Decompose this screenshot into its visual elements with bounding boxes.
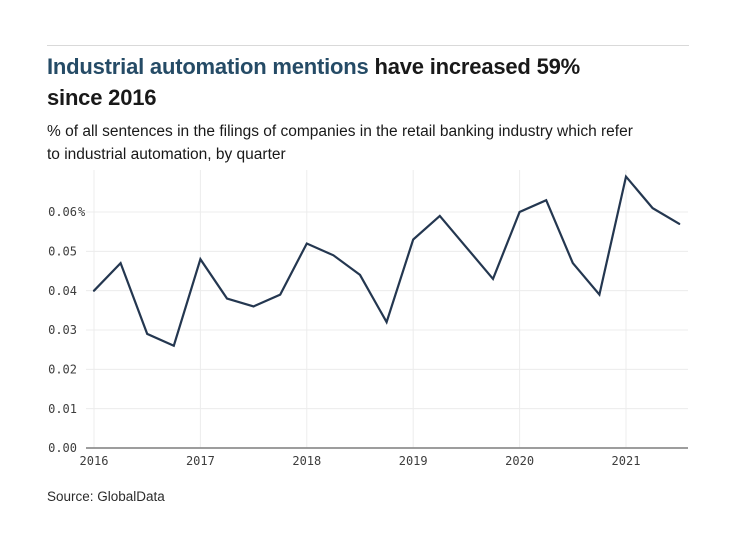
x-axis-label: 2017 bbox=[186, 454, 215, 468]
title-line2: since 2016 bbox=[47, 85, 157, 110]
header-divider bbox=[47, 45, 689, 46]
chart-header: Industrial automation mentions have incr… bbox=[47, 51, 647, 166]
x-axis-label: 2021 bbox=[612, 454, 641, 468]
title-highlight: Industrial automation mentions bbox=[47, 54, 369, 79]
x-axis-label: 2020 bbox=[505, 454, 534, 468]
page-title: Industrial automation mentions have incr… bbox=[47, 51, 647, 113]
y-axis-label: 0.06 bbox=[48, 205, 77, 219]
y-axis-label: 0.01 bbox=[48, 402, 77, 416]
y-axis-label: 0.03 bbox=[48, 323, 77, 337]
x-axis-label: 2018 bbox=[292, 454, 321, 468]
y-axis-label: 0.02 bbox=[48, 363, 77, 377]
y-axis-label: 0.00 bbox=[48, 441, 77, 455]
source-label: Source: GlobalData bbox=[47, 489, 165, 504]
title-rest: have increased 59% bbox=[368, 54, 581, 79]
x-axis-label: 2019 bbox=[399, 454, 428, 468]
y-axis-percent-sign: % bbox=[78, 205, 86, 219]
chart-subtitle: % of all sentences in the filings of com… bbox=[47, 123, 633, 163]
y-axis-label: 0.05 bbox=[48, 245, 77, 259]
data-line-series bbox=[92, 174, 681, 348]
x-axis-label: 2016 bbox=[80, 454, 109, 468]
y-axis-label: 0.04 bbox=[48, 284, 77, 298]
